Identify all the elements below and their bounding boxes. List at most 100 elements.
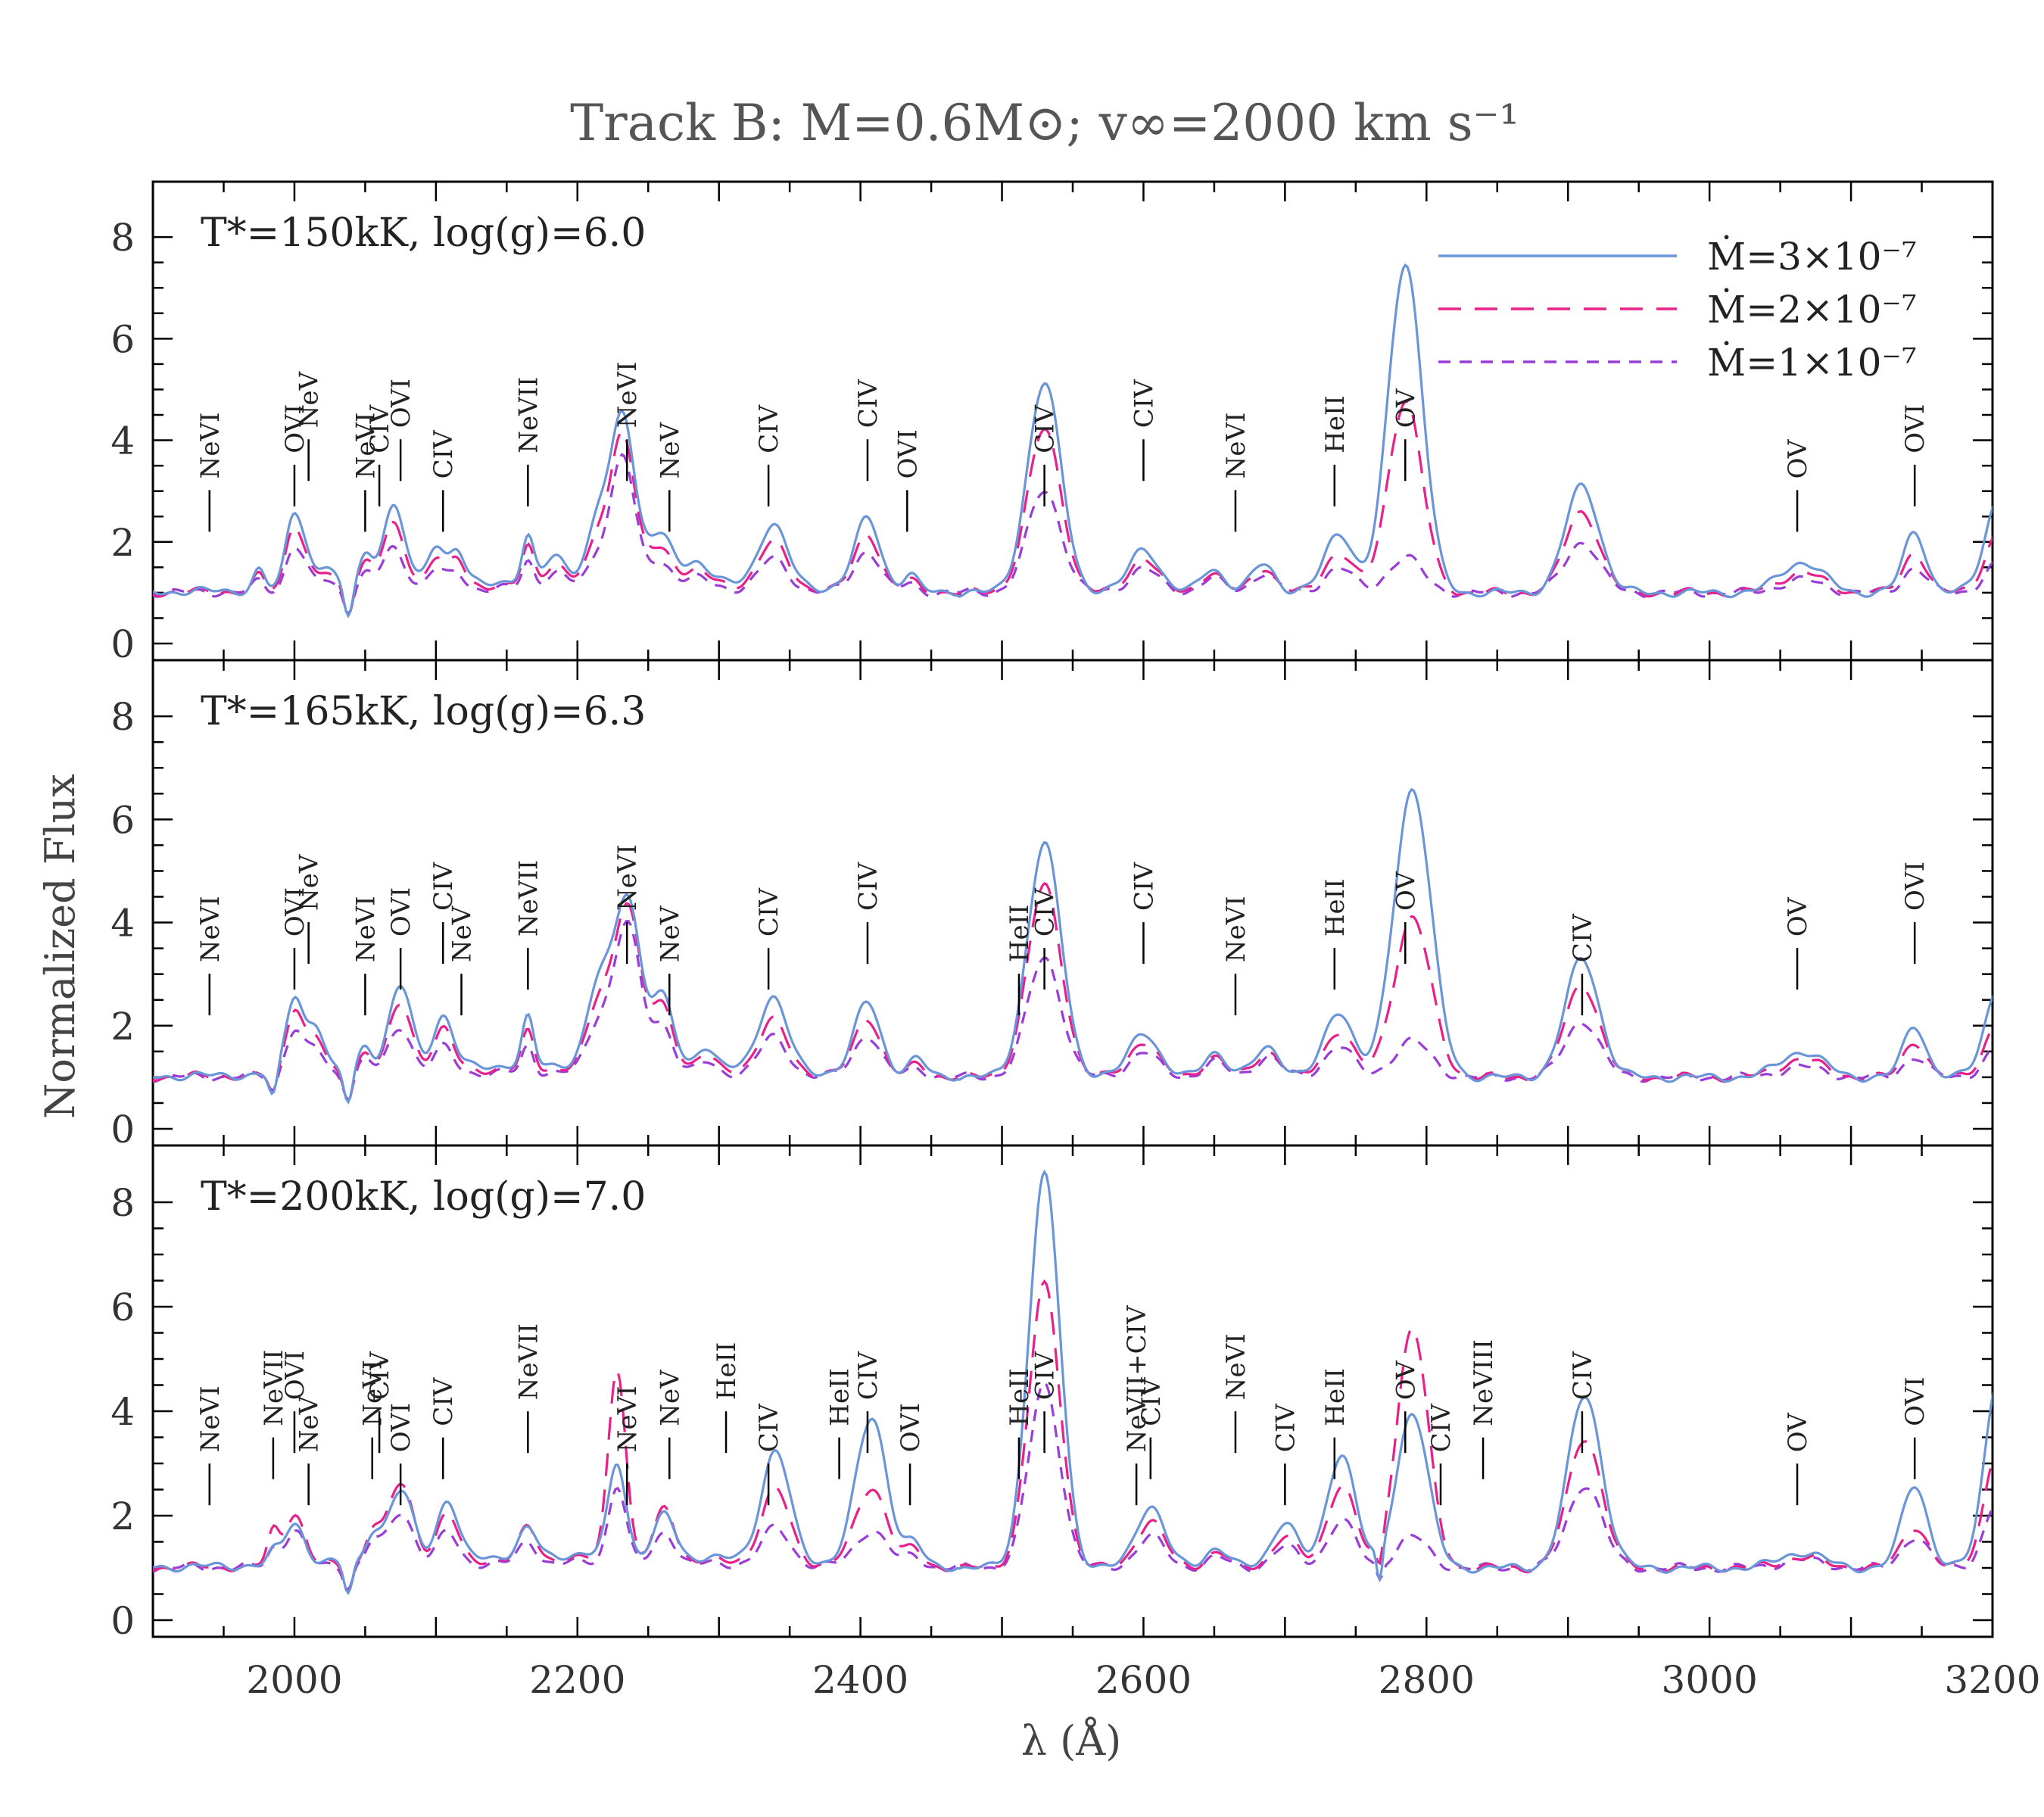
line-id-label: OV (1783, 1412, 1813, 1452)
line-id-label: CIV (1030, 1351, 1061, 1400)
spectrum-mdot3 (153, 787, 1993, 1105)
y-tick-label: 4 (111, 419, 135, 463)
y-tick-label: 8 (111, 1181, 135, 1225)
line-id-label: OVI (1900, 404, 1930, 453)
line-id-label: CIV (428, 429, 459, 478)
line-id-label: NeVI (358, 1360, 388, 1426)
line-id-label: NeV (294, 853, 325, 911)
x-tick-label: 3000 (1662, 1658, 1758, 1702)
line-id-label: OV (1391, 388, 1421, 428)
line-id-label: NeVII (513, 377, 544, 453)
line-id-label: NeVII (513, 1323, 544, 1400)
line-id-label: HeII (825, 1368, 855, 1426)
line-id-label: NeVI (195, 1385, 226, 1452)
spectrum-mdot1 (153, 920, 1993, 1102)
legend-label: Ṁ=1×10⁻⁷ (1707, 340, 1917, 385)
line-id-label: OVI (280, 887, 310, 937)
line-id-label: NeVII (259, 1349, 289, 1426)
line-id-label: CIV (853, 1351, 883, 1400)
legend-label: Ṁ=3×10⁻⁷ (1707, 234, 1917, 279)
line-id-label: NeVI (612, 844, 643, 911)
legend-label: Ṁ=2×10⁻⁷ (1707, 287, 1917, 332)
line-id-label: CIV (1030, 887, 1061, 937)
line-id-label: NeV (655, 1369, 685, 1426)
x-tick-label: 3200 (1944, 1658, 2040, 1702)
line-id-label: OV (1391, 871, 1421, 911)
line-id-label: NeV (655, 905, 685, 962)
line-id-label: OVI (280, 404, 310, 453)
line-id-label: CIV (853, 379, 883, 428)
line-id-label: CIV (754, 887, 784, 937)
y-tick-label: 4 (111, 1390, 135, 1434)
line-id-label: HeII (1005, 1368, 1035, 1426)
spectrum-mdot1 (153, 1381, 1993, 1591)
x-tick-label: 2600 (1095, 1658, 1192, 1702)
y-axis-label: Normalized Flux (36, 774, 84, 1119)
y-tick-label: 2 (111, 1494, 135, 1538)
line-id-label: NeVI (1221, 896, 1251, 962)
y-tick-label: 0 (111, 1599, 135, 1643)
line-id-label: NeVI (612, 361, 643, 428)
panel-label: T*=150kK, log(g)=6.0 (201, 210, 646, 256)
line-id-label: NeVI (195, 896, 226, 962)
legend: Ṁ=3×10⁻⁷ Ṁ=2×10⁻⁷ Ṁ=1×10⁻⁷ (1438, 234, 1917, 385)
y-tick-label: 0 (111, 1108, 135, 1152)
line-id-label: NeV (447, 905, 477, 962)
line-id-label: NeVI (612, 1385, 643, 1452)
x-axis-label: λ (Å) (1021, 1716, 1122, 1765)
line-id-label: OVI (386, 1403, 416, 1452)
line-id-label: NeVII+CIV (1122, 1304, 1152, 1452)
line-id-label: OVI (896, 1403, 926, 1452)
line-id-label: OVI (893, 429, 923, 478)
line-id-label: CIV (1030, 404, 1061, 453)
line-id-label: HeII (1005, 905, 1035, 963)
y-tick-label: 0 (111, 622, 135, 666)
line-id-label: CIV (853, 862, 883, 911)
line-id-label: NeVI (351, 412, 381, 478)
y-tick-label: 8 (111, 216, 135, 260)
line-id-label: NeVI (195, 412, 226, 478)
line-id-label: CIV (365, 1351, 395, 1400)
line-id-label: HeII (712, 1342, 742, 1401)
spectrum-mdot2 (153, 881, 1993, 1104)
line-id-label: NeV (294, 370, 325, 428)
line-id-label: OVI (1900, 862, 1930, 911)
panel-label: T*=165kK, log(g)=6.3 (201, 689, 646, 734)
x-tick-label: 2000 (246, 1658, 342, 1702)
line-id-label: NeVIII (1469, 1339, 1499, 1426)
line-id-label: CIV (754, 1403, 784, 1452)
line-id-label: NeVII (513, 860, 544, 937)
line-id-label: CIV (428, 1376, 459, 1426)
line-id-label: NeVI (1221, 1333, 1251, 1400)
line-id-label: CIV (1270, 1403, 1301, 1452)
line-id-label: CIV (1568, 1351, 1598, 1400)
line-id-label: OV (1783, 438, 1813, 478)
line-id-label: NeV (294, 1395, 325, 1452)
spectrum-mdot3 (153, 1169, 1993, 1596)
spectrum-mdot3 (153, 263, 1993, 619)
chart-title: Track B: M=0.6M⊙; v∞=2000 km s⁻¹ (570, 94, 1519, 152)
y-tick-label: 6 (111, 798, 135, 842)
y-tick-label: 2 (111, 521, 135, 565)
spectrum-mdot1 (153, 453, 1993, 616)
y-tick-label: 8 (111, 695, 135, 739)
y-tick-label: 6 (111, 1286, 135, 1329)
spectrum-mdot2 (153, 400, 1993, 618)
line-id-label: NeVI (351, 896, 381, 962)
y-tick-label: 6 (111, 317, 135, 361)
x-tick-label: 2400 (812, 1658, 908, 1702)
line-id-label: CIV (1129, 862, 1159, 911)
line-id-label: CIV (1568, 913, 1598, 962)
line-id-label: CIV (365, 404, 395, 453)
line-id-label: CIV (1426, 1403, 1457, 1452)
x-tick-label: 2200 (529, 1658, 625, 1702)
y-tick-label: 2 (111, 1005, 135, 1049)
line-id-label: NeV (655, 421, 685, 478)
line-id-label: NeVI (1221, 412, 1251, 478)
line-id-label: HeII (1320, 395, 1351, 453)
line-id-label: HeII (1320, 878, 1351, 937)
